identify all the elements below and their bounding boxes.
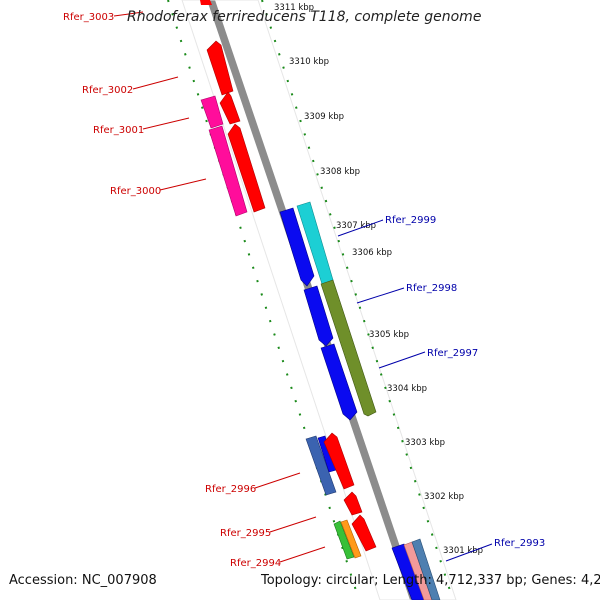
genome-title: Rhodoferax ferrireducens T118, complete … [127,9,482,25]
gene-rfer-2993c[interactable] [411,538,441,600]
genes-label: Genes: [531,573,577,588]
gene-rfer-2999b[interactable] [279,207,315,287]
scale-tick-label: 3306 kbp [352,248,392,258]
scale-ticks: 3311 kbp 3310 kbp 3309 kbp 3308 kbp 3307… [274,3,483,556]
gene-label[interactable]: Rfer_2994 [230,558,281,569]
topology-label: Topology: [261,573,322,588]
track-band [181,0,457,600]
gene-rfer-3000[interactable] [208,125,248,217]
gene-rfer-2993[interactable] [391,543,425,600]
scale-tick-label: 3304 kbp [387,384,427,394]
gene-rfer-3001b[interactable] [219,91,241,125]
gene-rfer-3000b[interactable] [227,123,266,213]
scale-tick-label: 3307 kbp [336,221,376,231]
gene-label[interactable]: Rfer_2993 [494,538,545,549]
gene-rfer-2994b[interactable] [340,519,362,559]
gene-rfer-2994[interactable] [333,520,355,560]
scale-tick-label: 3311 kbp [274,3,314,13]
gene-rfer-3001[interactable] [200,95,224,129]
length-value: 4,712,337 bp [436,573,523,588]
label-leaders [113,11,493,563]
gene-label[interactable]: Rfer_2998 [406,283,457,294]
gene-rfer-3002[interactable] [206,40,234,96]
gene-label[interactable]: Rfer_2999 [385,215,436,226]
accession-info: Accession: NC_007908 [9,573,157,588]
gene-label[interactable]: Rfer_2997 [427,348,478,359]
gene-rfer-2996c[interactable] [323,432,355,490]
gene-label[interactable]: Rfer_3002 [82,85,133,96]
gene-rfer-2995[interactable] [343,491,363,516]
gene-rfer-2998[interactable] [320,279,377,417]
accession-value: NC_007908 [81,573,157,588]
scale-tick-label: 3301 kbp [443,546,483,556]
scale-tick-label: 3308 kbp [320,167,360,177]
accession-label: Accession: [9,573,78,588]
genes-value: 4,228 [580,573,600,588]
scale-tick-label: 3305 kbp [369,330,409,340]
gene-label[interactable]: Rfer_2996 [205,484,256,495]
gene-rfer-2993b[interactable] [403,541,433,600]
topology-value: circular [325,573,375,588]
genome-stats: Topology: circular; Length: 4,712,337 bp… [261,573,600,588]
gene-label[interactable]: Rfer_3001 [93,125,144,136]
length-label: Length: [382,573,432,588]
gene-rfer-2997[interactable] [320,343,358,421]
gene-rfer-2998b[interactable] [303,285,334,347]
gene-label[interactable]: Rfer_3003 [63,12,114,23]
gene-label[interactable]: Rfer_2995 [220,528,271,539]
scale-tick-label: 3309 kbp [304,112,344,122]
gene-rfer-2995b[interactable] [351,514,377,552]
scale-tick-label: 3303 kbp [405,438,445,448]
scale-tick-label: 3310 kbp [289,57,329,67]
gene-rfer-2996[interactable] [305,435,337,496]
gene-rfer-3003[interactable] [200,0,212,5]
gene-label[interactable]: Rfer_3000 [110,186,161,197]
scale-tick-label: 3302 kbp [424,492,464,502]
